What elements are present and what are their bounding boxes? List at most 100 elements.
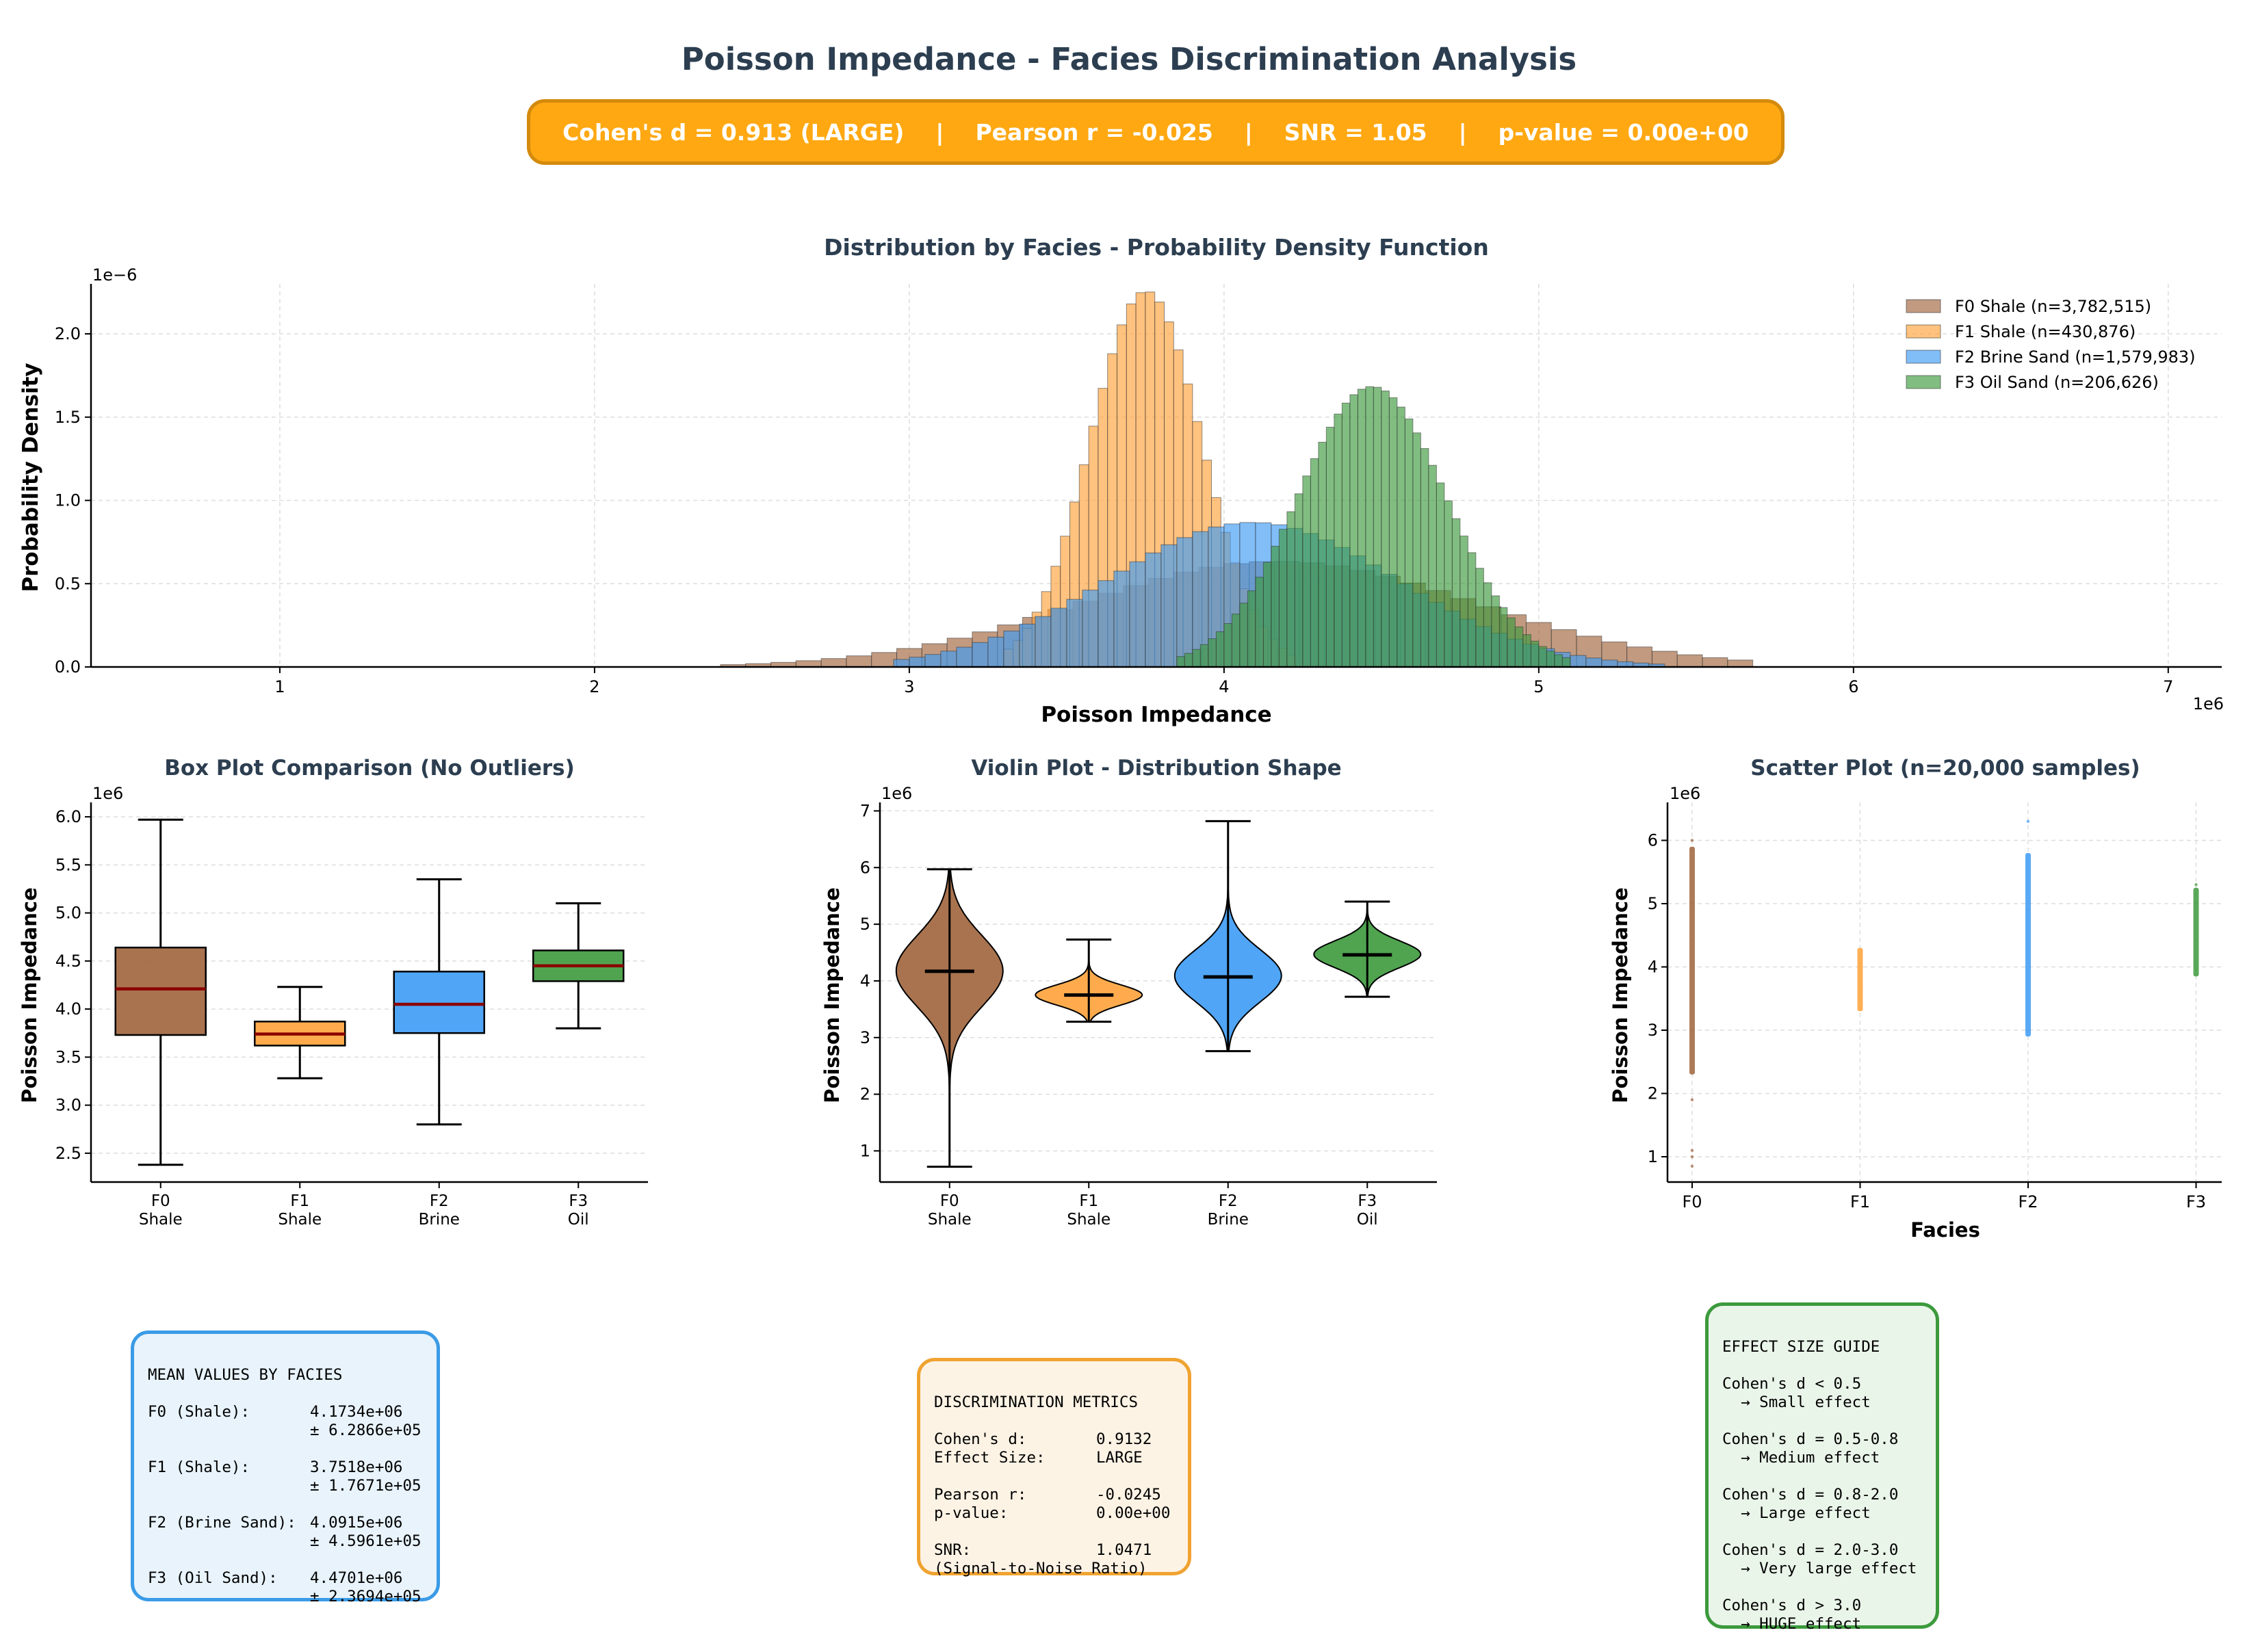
histogram-bar	[1082, 590, 1099, 668]
histogram-bar	[1325, 426, 1335, 668]
effect-size-row: Effect Size: LARGE	[934, 1449, 1174, 1467]
histogram-bar	[1231, 614, 1241, 668]
histogram-xtick-label: 2	[589, 677, 599, 696]
scatter-point	[1690, 1149, 1694, 1152]
histogram-xtick-label: 4	[1219, 677, 1229, 696]
scatter-point	[2026, 820, 2030, 823]
histogram-bar	[1349, 394, 1358, 668]
histogram-xtick-label: 5	[1533, 677, 1544, 696]
violin-ytick-label: 5	[860, 915, 870, 934]
boxplot-ytick-label: 4.5	[55, 952, 81, 971]
histogram-bar	[940, 651, 957, 668]
std-row-value: ± 6.2866e+05	[310, 1421, 421, 1439]
histogram-ytick-label: 2.0	[55, 324, 81, 343]
boxplot-ytick-label: 2.5	[55, 1144, 81, 1163]
histogram-bar	[1467, 552, 1477, 668]
histogram-title: Distribution by Facies - Probability Den…	[824, 234, 1489, 261]
histogram-bar	[1507, 617, 1516, 668]
histogram-bar	[1397, 406, 1405, 668]
scatter-point	[2194, 883, 2198, 887]
histogram-bar	[1381, 391, 1390, 668]
histogram-bar	[1255, 577, 1264, 668]
histogram-bar	[1262, 562, 1272, 668]
guide-effect: → Large effect	[1722, 1504, 1871, 1522]
legend-swatch	[1906, 350, 1941, 364]
legend-label: F0 Shale (n=3,782,515)	[1955, 297, 2151, 316]
pearson-value: -0.0245	[1096, 1486, 1161, 1504]
histogram-bar	[1459, 536, 1468, 668]
mean-row-label: F3 (Oil Sand):	[148, 1569, 278, 1587]
metrics-banner: Cohen's d = 0.913 (LARGE) | Pearson r = …	[527, 99, 1785, 165]
histogram-bar	[1318, 441, 1327, 668]
boxplot-ytick-label: 5.0	[55, 904, 81, 923]
scatter-plot: F0 F1 F2 F3 1 2 3 4 5 6	[1648, 802, 2222, 1211]
boxplot-y-offset: 1e6	[92, 784, 123, 803]
violin-3	[1313, 900, 1422, 998]
snr-note: (Signal-to-Noise Ratio)	[934, 1560, 1147, 1577]
histogram-bar	[1050, 607, 1067, 668]
mean-row-value: 3.7518e+06	[310, 1458, 403, 1476]
scatter-ytick-label: 4	[1648, 958, 1658, 977]
histogram-bar	[972, 642, 989, 668]
snr-value: 1.0471	[1096, 1541, 1152, 1559]
std-row: ± 1.7671e+05	[148, 1477, 423, 1495]
mean-row-value: 4.4701e+06	[310, 1569, 403, 1587]
guide-rule: Cohen's d > 3.0	[1722, 1597, 1862, 1614]
boxplot-title: Box Plot Comparison (No Outliers)	[164, 756, 575, 781]
std-row: ± 4.5961e+05	[148, 1532, 423, 1551]
histogram-bar	[1199, 644, 1209, 668]
effect-size-value: LARGE	[1096, 1449, 1143, 1467]
scatter-xtick-label: F0	[1682, 1192, 1702, 1211]
effect-size-label: Effect Size:	[934, 1449, 1046, 1467]
boxplot-ytick-label: 4.0	[55, 999, 81, 1019]
mean-row-label: F0 (Shale):	[148, 1403, 250, 1421]
histogram-bar	[1475, 568, 1484, 668]
effect-size-guide-box: EFFECT SIZE GUIDE Cohen's d < 0.5 → Small…	[1705, 1302, 1939, 1633]
guide-rule: Cohen's d < 0.5	[1722, 1375, 1862, 1393]
discrimination-metrics-box: DISCRIMINATION METRICS Cohen's d: 0.9132 Ef…	[917, 1358, 1191, 1577]
pvalue-value: 0.00e+00	[1096, 1504, 1171, 1522]
histogram-bar	[1570, 655, 1587, 668]
histogram-bar	[1428, 464, 1437, 668]
boxplot-xtick-label: F0	[151, 1192, 170, 1210]
snr-label: SNR:	[934, 1541, 972, 1559]
mean-row: F2 (Brine Sand): 4.0915e+06	[148, 1514, 423, 1532]
scatter-point-cloud	[1689, 846, 1695, 1075]
histogram-bar	[1341, 402, 1351, 668]
violin-xtick-label: Brine	[1208, 1211, 1249, 1229]
mean-row: F1 (Shale): 3.7518e+06	[148, 1458, 423, 1477]
histogram-bar	[1208, 638, 1217, 668]
histogram-bar	[1066, 599, 1083, 668]
histogram-bar	[1561, 657, 1571, 668]
std-row: ± 2.3694e+05	[148, 1588, 423, 1606]
histogram-legend: F0 Shale (n=3,782,515) F1 Shale (n=430,87…	[1906, 297, 2196, 392]
histogram-bar	[1215, 631, 1225, 668]
std-row-value: ± 2.3694e+05	[310, 1588, 421, 1605]
boxplot-plot: 2.53.03.54.04.55.05.56.0F0ShaleF1ShaleF2…	[55, 802, 648, 1229]
histogram-bar	[1601, 659, 1618, 668]
scatter-point	[1690, 839, 1694, 842]
snr-row: SNR: 1.0471	[934, 1541, 1174, 1560]
pearson-label: Pearson r:	[934, 1486, 1027, 1504]
guide-effect: → Small effect	[1722, 1393, 1871, 1411]
histogram-xtick-label: 6	[1848, 677, 1858, 696]
histogram-bar	[1451, 518, 1461, 668]
boxplot-box-3	[532, 902, 625, 1030]
histogram-bar	[1192, 648, 1201, 668]
violin-ytick-label: 6	[860, 858, 870, 877]
histogram-ytick-label: 1.0	[55, 491, 81, 510]
histogram-bar	[1676, 654, 1703, 668]
histogram-bar	[1530, 640, 1540, 668]
scatter-xtick-label: F1	[1850, 1192, 1870, 1211]
histogram-bar	[1388, 397, 1398, 668]
guide-rule: Cohen's d = 0.5-0.8	[1722, 1430, 1899, 1448]
mean-box-title: MEAN VALUES BY FACIES	[148, 1366, 343, 1384]
histogram-bar	[1271, 545, 1280, 668]
boxplot-xtick-label: Shale	[278, 1211, 322, 1229]
mean-row: F0 (Shale): 4.1734e+06	[148, 1403, 423, 1421]
boxplot-xtick-label: Oil	[568, 1211, 589, 1229]
cohens-d-value: 0.9132	[1096, 1430, 1152, 1448]
violin-0	[895, 868, 1004, 1168]
std-row: ± 6.2866e+05	[148, 1421, 423, 1440]
